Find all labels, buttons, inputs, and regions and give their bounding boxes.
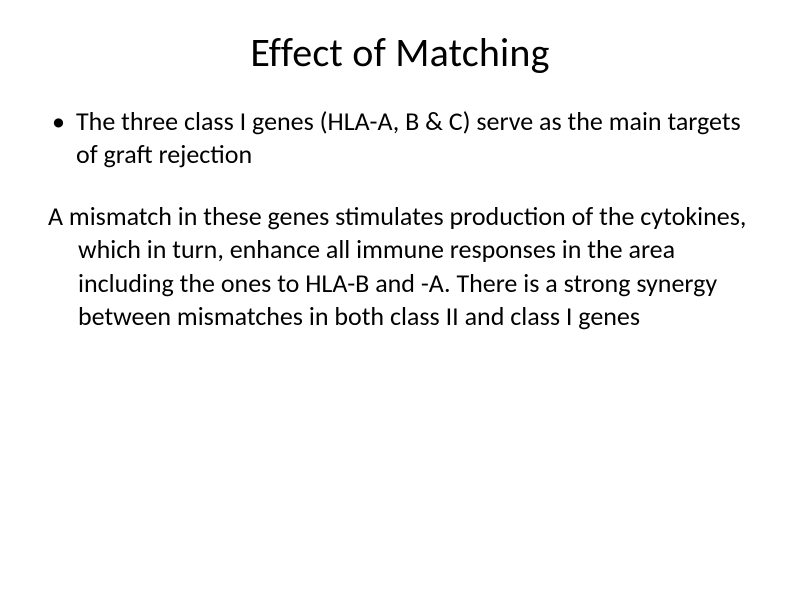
bullet-list: • The three class I genes (HLA-A, B & C)… [48, 105, 752, 170]
bullet-item: • The three class I genes (HLA-A, B & C)… [48, 105, 752, 170]
slide-title: Effect of Matching [48, 28, 752, 77]
body-paragraph: A mismatch in these genes stimulates pro… [48, 200, 752, 333]
bullet-marker-icon: • [48, 105, 76, 138]
slide-container: Effect of Matching • The three class I g… [0, 0, 800, 600]
bullet-text: The three class I genes (HLA-A, B & C) s… [76, 105, 752, 170]
body-paragraph-block: A mismatch in these genes stimulates pro… [48, 200, 752, 333]
